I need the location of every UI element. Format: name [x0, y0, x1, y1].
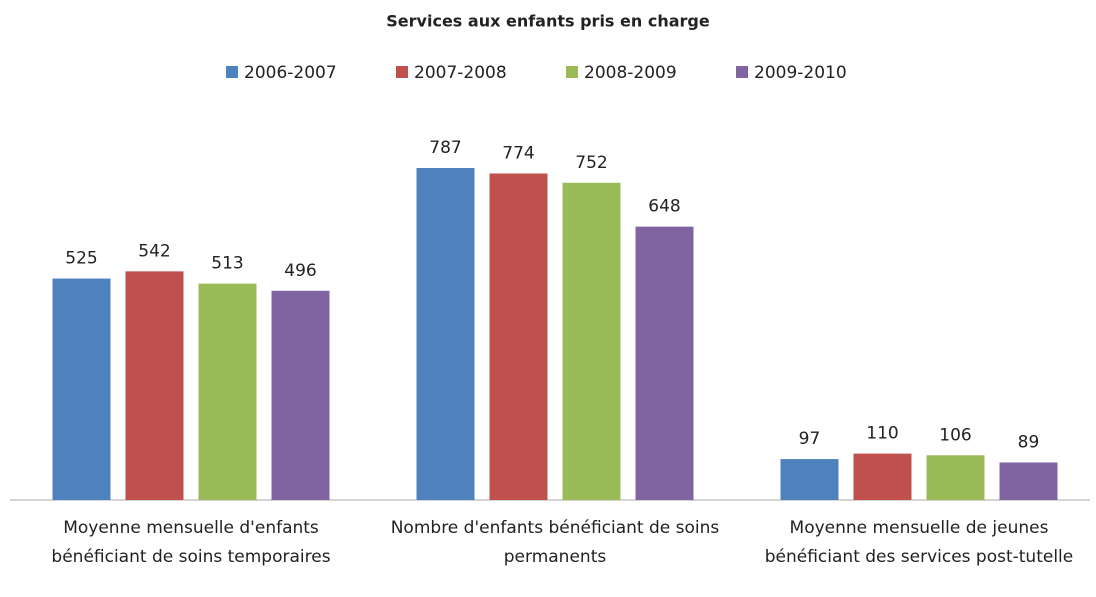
data-label: 752 — [575, 153, 607, 173]
data-label: 496 — [284, 261, 316, 281]
bar — [926, 455, 985, 500]
legend-label: 2009-2010 — [754, 63, 847, 83]
bar — [562, 182, 621, 500]
bar — [853, 453, 912, 500]
legend-label: 2008-2009 — [584, 63, 677, 83]
data-label: 513 — [211, 254, 243, 274]
bar — [271, 290, 330, 500]
data-label: 89 — [1018, 432, 1040, 452]
data-label: 648 — [648, 197, 680, 217]
legend-label: 2006-2007 — [244, 63, 337, 83]
category-label: Moyenne mensuelle d'enfants bénéficiant … — [51, 518, 331, 567]
chart-title: Services aux enfants pris en charge — [386, 12, 710, 31]
bar — [125, 271, 184, 500]
legend-swatch — [736, 66, 748, 78]
data-label: 774 — [502, 143, 534, 163]
bar — [635, 226, 694, 500]
legend-swatch — [396, 66, 408, 78]
bar — [489, 173, 548, 500]
data-label: 525 — [65, 249, 97, 269]
bar — [52, 278, 111, 500]
bar — [999, 462, 1058, 500]
legend-swatch — [226, 66, 238, 78]
category-label: Nombre d'enfants bénéficiant de soins pe… — [390, 518, 720, 567]
legend-swatch — [566, 66, 578, 78]
data-label: 542 — [138, 241, 170, 261]
legend-label: 2007-2008 — [414, 63, 507, 83]
data-label: 110 — [866, 424, 898, 444]
bar — [198, 283, 257, 500]
data-label: 106 — [939, 425, 971, 445]
category-label: Moyenne mensuelle de jeunes bénéficiant … — [764, 518, 1074, 567]
data-label: 97 — [799, 429, 821, 449]
bar — [416, 168, 475, 500]
bar — [780, 459, 839, 500]
data-label: 787 — [429, 138, 461, 158]
